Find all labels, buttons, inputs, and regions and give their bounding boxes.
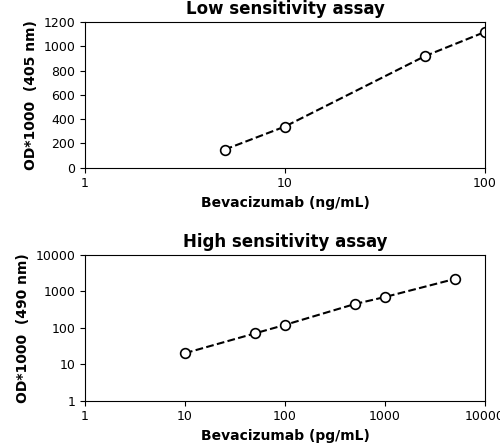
Y-axis label: OD*1000  (405 nm): OD*1000 (405 nm) (24, 20, 38, 170)
Title: Low sensitivity assay: Low sensitivity assay (186, 0, 384, 18)
Y-axis label: OD*1000  (490 nm): OD*1000 (490 nm) (16, 253, 30, 403)
Title: High sensitivity assay: High sensitivity assay (183, 233, 387, 251)
X-axis label: Bevacizumab (ng/mL): Bevacizumab (ng/mL) (200, 196, 370, 210)
X-axis label: Bevacizumab (pg/mL): Bevacizumab (pg/mL) (200, 429, 370, 443)
